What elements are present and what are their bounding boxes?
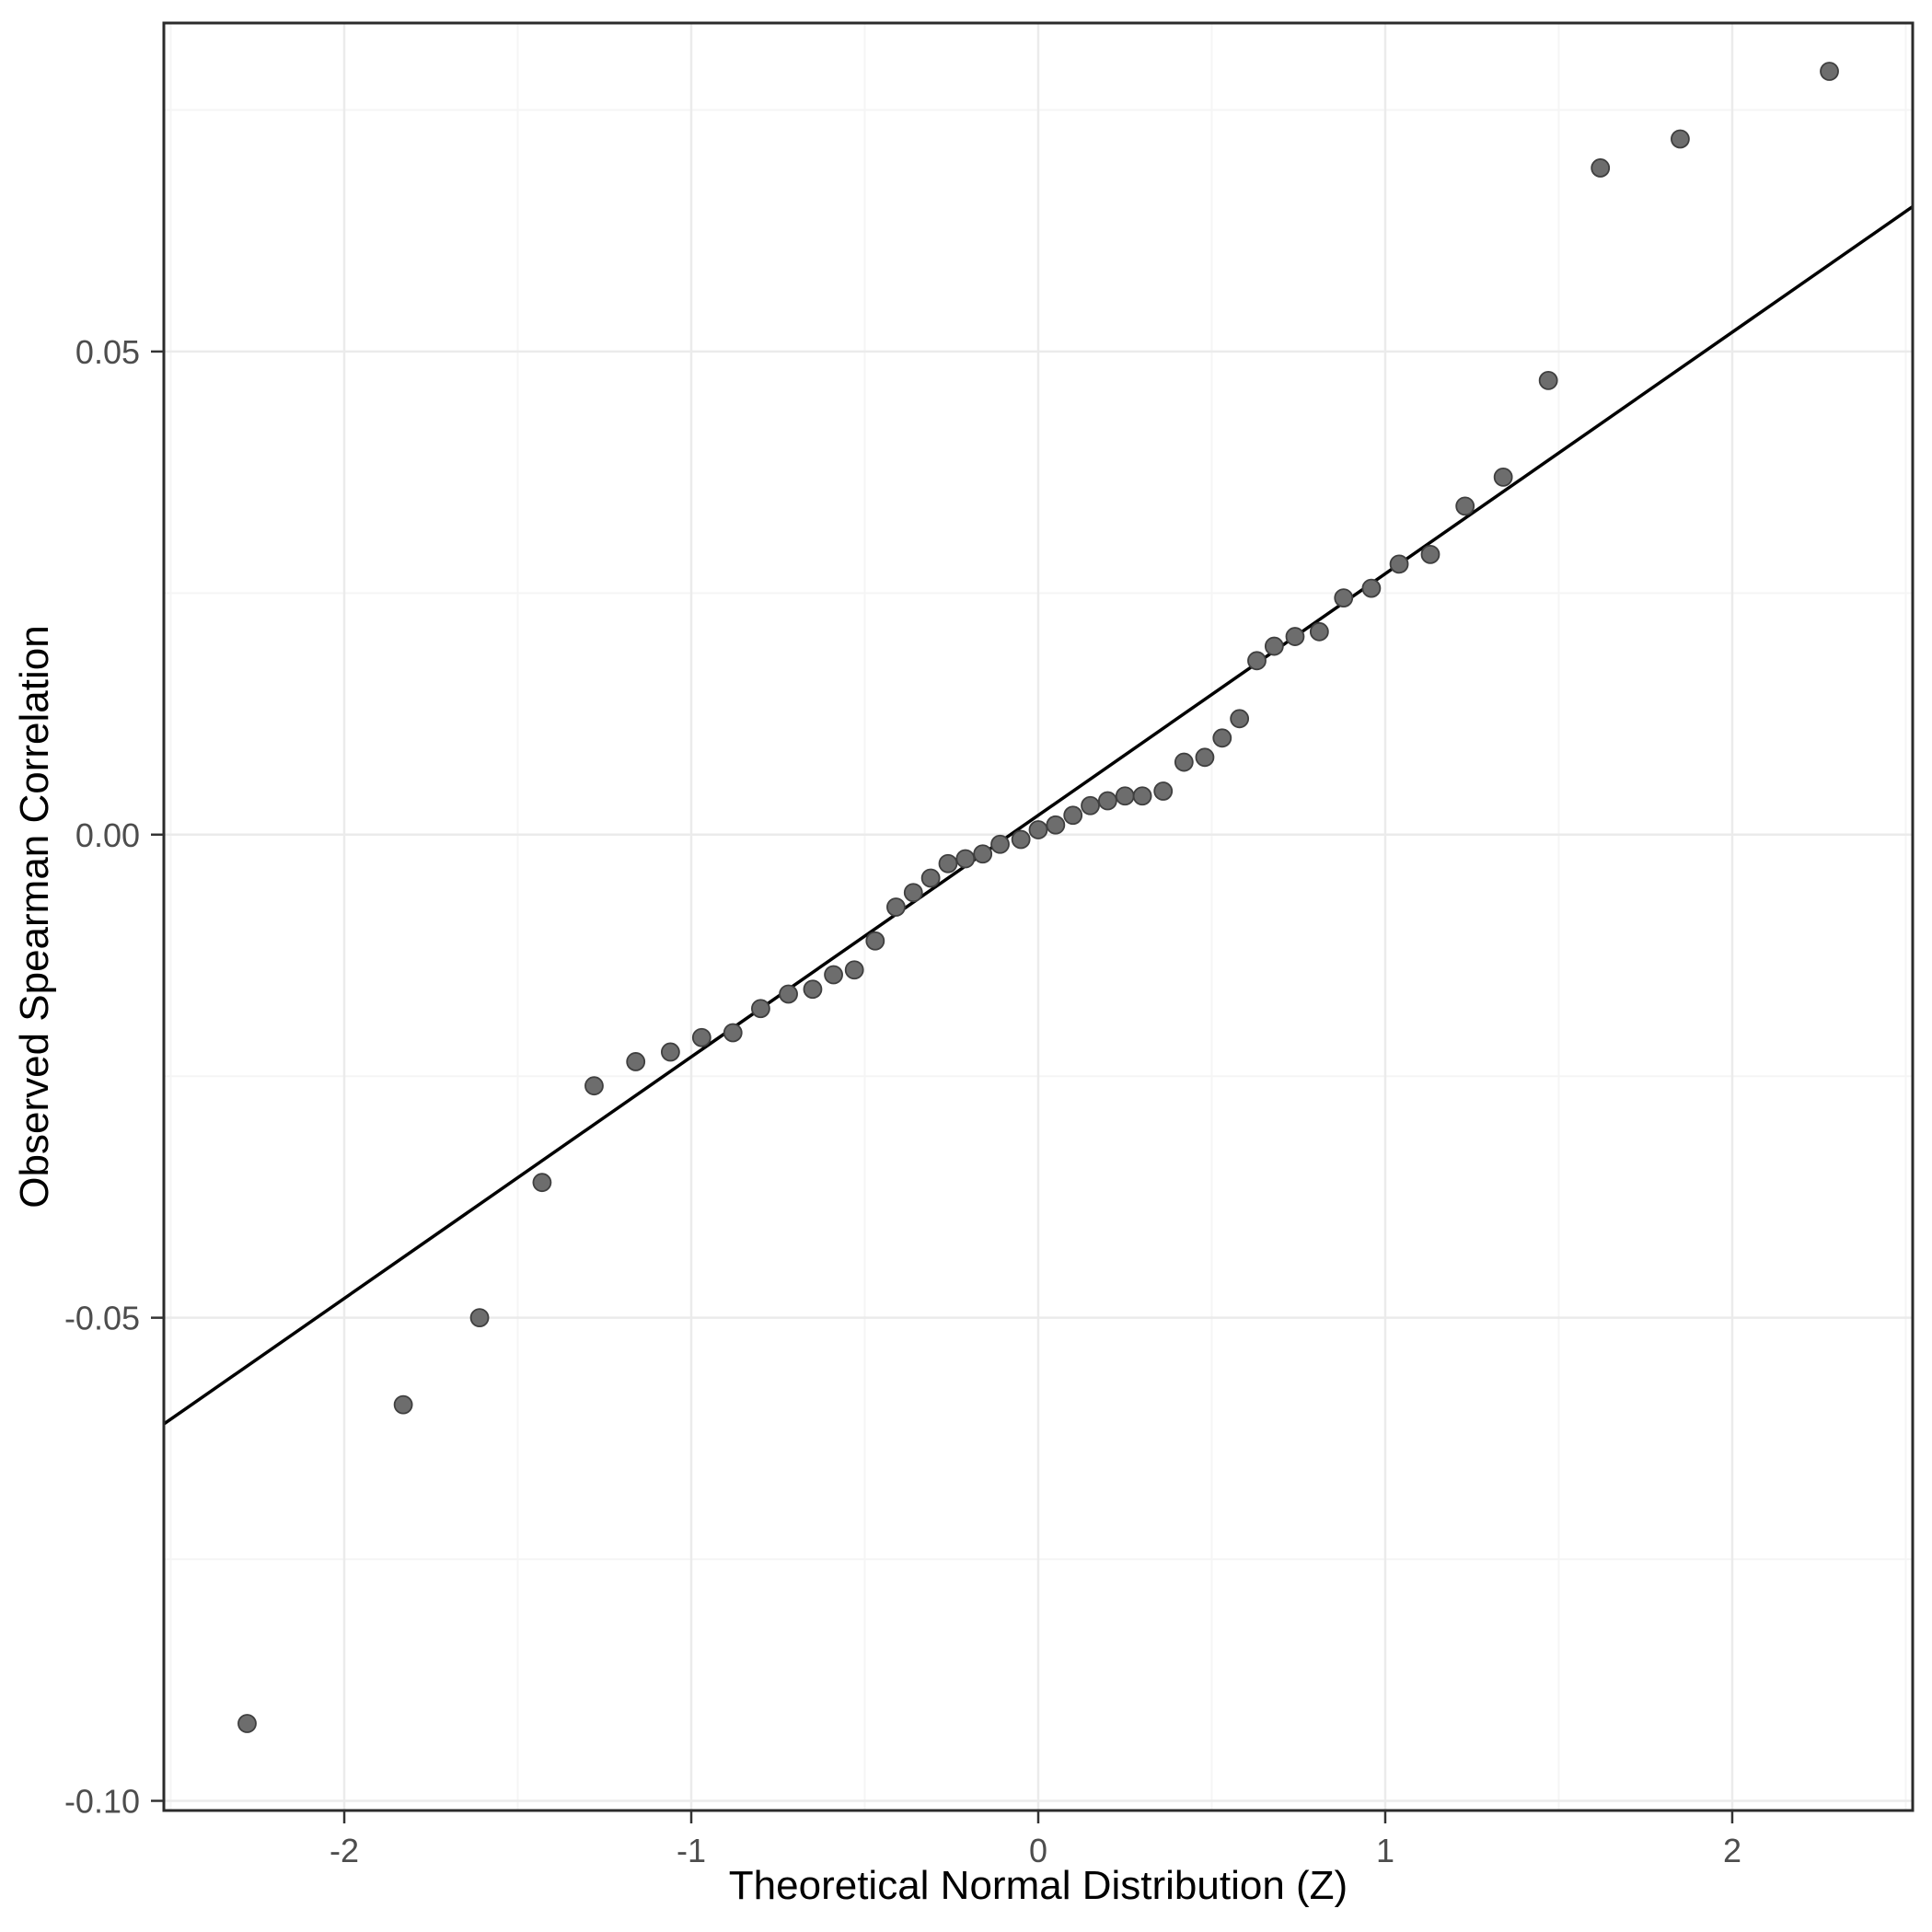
data-point [1420,544,1440,564]
data-point [1097,791,1117,811]
y-axis-title: Observed Spearman Correlation [12,625,57,1208]
data-point [990,834,1010,854]
data-point [1820,62,1839,81]
x-tick-label: 0 [1029,1832,1047,1869]
data-point [1309,621,1329,642]
data-point [1285,627,1305,646]
data-point [1028,820,1048,839]
data-point [1212,728,1232,748]
data-point [886,897,906,917]
data-point [1132,786,1152,806]
data-point [803,979,823,1000]
axis-tick-labels: -2 -1 0 1 2 -0.10 -0.05 0.00 0.05 [64,333,1741,1869]
data-point [1264,636,1284,656]
x-tick-label: 1 [1376,1832,1394,1869]
y-tick-label: 0.00 [75,816,140,854]
data-point [1153,781,1174,801]
data-point [844,960,864,980]
scatter-points [237,62,1839,1733]
data-point [660,1042,680,1062]
data-point [1591,158,1611,178]
x-tick-label: -1 [677,1832,706,1869]
data-point [938,853,958,873]
data-point [1455,496,1475,516]
data-point [691,1027,711,1047]
data-point [1389,554,1409,574]
data-point [237,1714,257,1733]
data-point [1046,815,1066,835]
data-point [1174,752,1194,772]
data-point [1115,786,1135,806]
data-point [1011,829,1031,850]
data-point [1247,651,1267,671]
data-point [1063,805,1083,826]
data-point [955,849,976,869]
data-point [1361,578,1382,598]
axis-tick-marks [151,350,1734,1823]
data-point [751,999,770,1019]
x-tick-label: 2 [1723,1832,1741,1869]
data-point [626,1052,646,1071]
y-tick-label: -0.05 [64,1300,140,1337]
data-point [532,1173,552,1193]
y-tick-label: -0.10 [64,1783,140,1821]
data-point [920,868,941,888]
data-point [723,1023,743,1043]
data-point [1671,129,1690,149]
qq-reference-line-group [163,205,1914,1426]
data-point [903,883,923,903]
major-gridlines [164,23,1913,1811]
x-tick-label: -2 [330,1832,359,1869]
data-point [973,844,993,864]
data-point [584,1076,604,1096]
data-point [1195,747,1215,768]
data-point [1230,709,1250,729]
data-point [393,1394,413,1415]
data-point [1334,588,1354,607]
data-point [779,984,798,1004]
data-point [469,1308,490,1328]
data-point [1081,795,1100,816]
data-point [865,931,885,951]
data-point [1493,467,1513,487]
x-axis-title: Theoretical Normal Distribution (Z) [729,1863,1348,1908]
data-point [1538,370,1558,390]
qq-reference-line [163,205,1914,1426]
y-tick-label: 0.05 [75,333,140,371]
data-point [824,965,843,985]
